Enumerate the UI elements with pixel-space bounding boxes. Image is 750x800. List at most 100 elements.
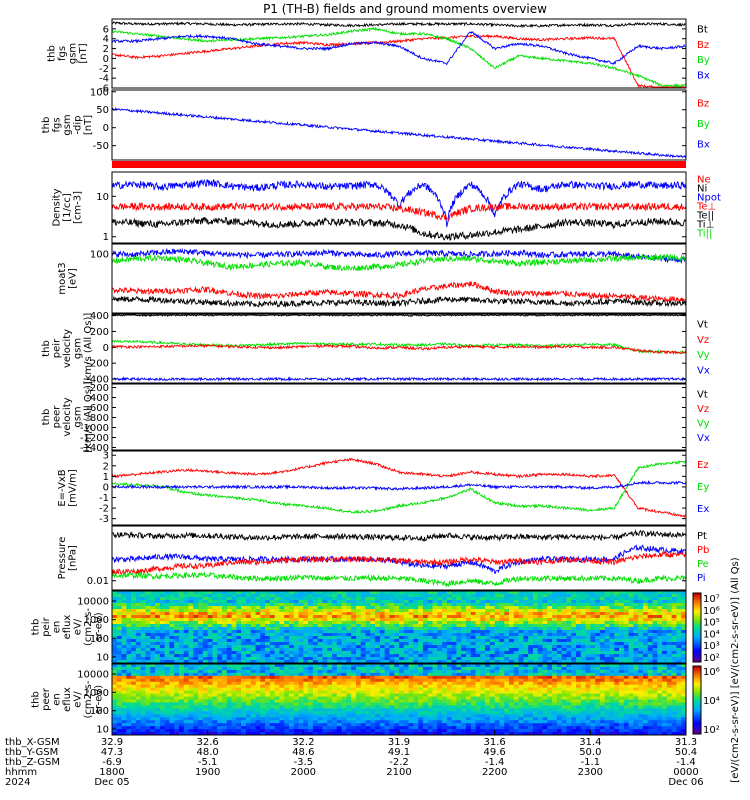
xtick-y-gsm: 49.6	[484, 747, 506, 758]
ylabel-1-line-2: gsm	[62, 114, 73, 135]
xtick-z-gsm: -2.2	[389, 757, 409, 768]
xaxis-row-label: thb_Z-GSM	[5, 757, 60, 768]
ylabel-8-line-3: eflux	[62, 615, 73, 640]
ytick-label: 1	[103, 472, 109, 483]
ytick-label: 100	[90, 87, 109, 98]
legend-pt: Pt	[697, 531, 707, 542]
ylabel-4-line-2: velocity	[62, 329, 73, 368]
ylabel-8-line-2: en	[52, 621, 63, 634]
ytick-label: 0	[103, 54, 109, 65]
ylabel-5-line-1: peer	[52, 405, 63, 429]
colorbar-tick: 10⁶	[703, 667, 720, 678]
series-2-ni-line	[111, 216, 687, 241]
xaxis-row-label: hhmm	[5, 767, 37, 778]
ytick-label: -50	[93, 141, 109, 152]
ytick-label: -6	[99, 84, 109, 95]
ytick-label: -1200	[80, 433, 109, 444]
legend-bt: Bt	[697, 25, 708, 36]
series-7-pe-line	[111, 571, 687, 588]
xtick-x-gsm: 32.2	[292, 737, 314, 748]
xaxis-row-label: thb_Y-GSM	[5, 747, 58, 758]
ylabel-0-line-2: gsm	[67, 43, 78, 64]
electron-spectrogram	[112, 664, 687, 736]
ylabel-9-line-2: en	[52, 693, 63, 706]
xaxis-row-label: 2024	[5, 777, 30, 788]
ytick-label: 50	[96, 105, 109, 116]
ytick-label: 1	[103, 232, 109, 243]
ytick-label: 4	[103, 34, 109, 45]
series-4-vx-line	[111, 376, 687, 382]
xtick-x-gsm: 32.6	[197, 737, 219, 748]
colorbar-tick: 10⁵	[703, 618, 720, 629]
ylabel-6-line-0: E=-VxB	[57, 469, 68, 506]
colorbar-tick: 10²	[703, 725, 720, 736]
ylabel-4-line-0: thb	[41, 340, 52, 357]
xtick-z-gsm: -1.4	[676, 757, 696, 768]
ylabel-1-line-0: thb	[41, 117, 52, 134]
xtick-y-gsm: 50.0	[579, 747, 601, 758]
ytick-label: 10	[96, 725, 109, 736]
ylabel-3-line-1: [eV]	[67, 268, 78, 289]
panel-frame-7	[111, 525, 687, 591]
ylabel-4-line-1: peir	[52, 338, 63, 358]
series-3-ti-line	[111, 281, 687, 304]
legend-by: By	[697, 119, 710, 130]
series-6-ex-line	[111, 479, 687, 492]
series-4-vz-line	[111, 343, 687, 356]
legend-bx: Bx	[697, 70, 710, 81]
ylabel-4-line-4: [km/s (All Qs)]	[83, 313, 94, 385]
legend-ni: Ni	[697, 184, 707, 195]
ylabel-7-line-1: [nPa]	[67, 545, 78, 571]
xtick-x-gsm: 31.4	[579, 737, 601, 748]
ylabel-8-line-1: peir	[41, 616, 52, 636]
ytick-label: 10	[96, 192, 109, 203]
ylabel-2-line-1: [1/cc]	[62, 193, 73, 222]
ytick-label: -400	[86, 393, 109, 404]
ylabel-5-line-0: thb	[41, 409, 52, 426]
panel-frame-2	[111, 171, 687, 244]
xtick-time: 2300	[578, 767, 603, 778]
xtick-x-gsm: 31.6	[484, 737, 506, 748]
colorbar-title: [eV/(cm2-s-sr-eV)] [eV/(cm2-s-sr-eV)] (A…	[730, 557, 741, 782]
ylabel-7-line-0: Pressure	[57, 537, 68, 580]
ytick-label: 1000	[84, 615, 109, 626]
legend-pb: Pb	[697, 545, 709, 556]
ytick-label: 2	[103, 461, 109, 472]
ytick-label: -200	[86, 383, 109, 394]
ytick-label: 10000	[77, 597, 109, 608]
xtick-date: Dec 05	[94, 777, 129, 788]
series-4-vy-line	[111, 339, 687, 355]
series-6-ez-line	[111, 457, 687, 519]
ylabel-9-line-6: sr-eV)	[94, 685, 105, 714]
ylabel-1-line-4: [nT]	[83, 115, 94, 135]
ylabel-0-line-1: fgs	[57, 46, 68, 61]
ytick-label: -4	[99, 74, 109, 85]
xtick-date: Dec 06	[668, 777, 703, 788]
ytick-label: 10000	[77, 670, 109, 681]
series-3-te-line	[111, 247, 687, 264]
ytick-label: -200	[86, 359, 109, 370]
xtick-time: 2200	[482, 767, 507, 778]
legend-vt: Vt	[697, 320, 708, 331]
series-3-te-line	[111, 295, 687, 308]
panel-frame-6	[111, 450, 687, 526]
legend-vy: Vy	[697, 418, 710, 429]
series-3-ti-line	[111, 252, 687, 272]
series-0-bt-line	[111, 20, 687, 29]
colorbar-tick: 10⁴	[703, 629, 720, 640]
legend-ti: Ti||	[696, 229, 712, 240]
legend-te: Te||	[696, 211, 714, 222]
ylabel-9-line-5: (cm2-s-	[83, 680, 94, 718]
panel-frame-4	[111, 313, 687, 384]
xtick-time: 1800	[99, 767, 124, 778]
legend-vt: Vt	[697, 389, 708, 400]
ylabel-5-line-4: [km/s (All Qs)]	[83, 381, 94, 453]
ytick-label: 6	[103, 24, 109, 35]
ylabel-1-line-3: -dip	[73, 115, 84, 134]
series-0-by-line	[111, 26, 687, 88]
ylabel-8-line-5: (cm2-s-	[83, 608, 94, 646]
xtick-z-gsm: -3.5	[294, 757, 314, 768]
legend-te: Te⊥	[696, 202, 716, 213]
xtick-x-gsm: 31.3	[675, 737, 697, 748]
